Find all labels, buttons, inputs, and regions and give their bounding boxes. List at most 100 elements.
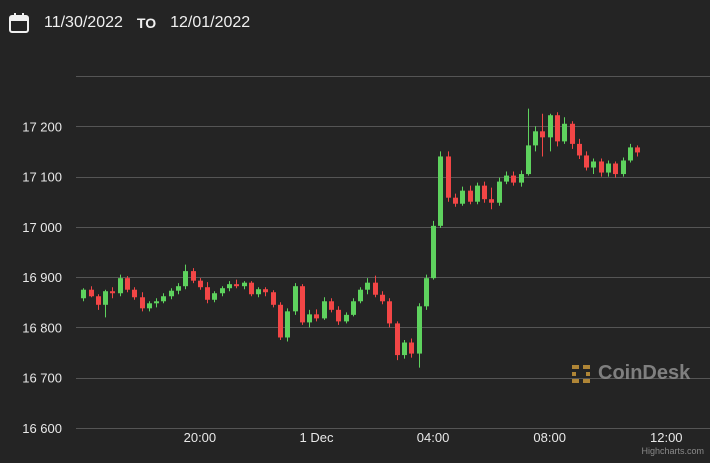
candle[interactable] bbox=[504, 171, 509, 185]
candle[interactable] bbox=[212, 291, 217, 303]
candle[interactable] bbox=[570, 121, 575, 149]
candle[interactable] bbox=[562, 117, 567, 144]
highcharts-credits[interactable]: Highcharts.com bbox=[641, 446, 704, 456]
candle[interactable] bbox=[307, 309, 312, 328]
candle[interactable] bbox=[132, 287, 137, 300]
candle[interactable] bbox=[234, 279, 239, 289]
candle[interactable] bbox=[380, 291, 385, 305]
candle[interactable] bbox=[89, 286, 94, 298]
candle[interactable] bbox=[468, 185, 473, 205]
candle[interactable] bbox=[147, 301, 152, 312]
from-date[interactable]: 11/30/2022 bbox=[44, 14, 123, 31]
candle[interactable] bbox=[540, 113, 545, 157]
candle[interactable] bbox=[533, 126, 538, 152]
candle[interactable] bbox=[278, 302, 283, 340]
candle[interactable] bbox=[591, 158, 596, 175]
candle[interactable] bbox=[183, 264, 188, 290]
candle[interactable] bbox=[606, 160, 611, 177]
candle-body bbox=[110, 291, 115, 294]
candle[interactable] bbox=[548, 113, 553, 152]
candle[interactable] bbox=[417, 303, 422, 368]
candle[interactable] bbox=[336, 306, 341, 325]
candle[interactable] bbox=[438, 151, 443, 228]
candle[interactable] bbox=[125, 276, 130, 293]
candle[interactable] bbox=[140, 292, 145, 312]
candle[interactable] bbox=[176, 283, 181, 295]
date-range[interactable]: 11/30/2022 TO 12/01/2022 bbox=[8, 8, 250, 38]
candle[interactable] bbox=[446, 151, 451, 202]
to-date[interactable]: 12/01/2022 bbox=[170, 14, 251, 31]
candle[interactable] bbox=[205, 282, 210, 304]
calendar-icon[interactable] bbox=[8, 12, 30, 34]
candle[interactable] bbox=[256, 287, 261, 298]
candle[interactable] bbox=[365, 278, 370, 295]
candle[interactable] bbox=[409, 338, 414, 358]
candle[interactable] bbox=[249, 281, 254, 297]
candle[interactable] bbox=[431, 220, 436, 280]
candle-body bbox=[154, 301, 159, 304]
candle-body bbox=[198, 280, 203, 288]
candle[interactable] bbox=[314, 309, 319, 322]
candle-body bbox=[125, 278, 130, 290]
candle[interactable] bbox=[453, 193, 458, 207]
candle[interactable] bbox=[191, 268, 196, 284]
candle[interactable] bbox=[482, 181, 487, 203]
candle-body bbox=[453, 197, 458, 204]
candle[interactable] bbox=[621, 157, 626, 177]
candle[interactable] bbox=[519, 170, 524, 187]
candle[interactable] bbox=[599, 158, 604, 177]
candle[interactable] bbox=[475, 182, 480, 205]
candle[interactable] bbox=[387, 298, 392, 328]
candle[interactable] bbox=[344, 312, 349, 324]
candle[interactable] bbox=[154, 298, 159, 308]
candle[interactable] bbox=[526, 108, 531, 176]
candle-body bbox=[96, 296, 101, 305]
candle-body bbox=[263, 289, 268, 293]
candle-body bbox=[293, 286, 298, 312]
candle[interactable] bbox=[577, 138, 582, 159]
candle[interactable] bbox=[402, 340, 407, 359]
candle[interactable] bbox=[300, 284, 305, 325]
candle[interactable] bbox=[161, 293, 166, 304]
candle-body bbox=[81, 289, 86, 299]
candle-body bbox=[344, 314, 349, 322]
candle[interactable] bbox=[555, 112, 560, 147]
candle[interactable] bbox=[489, 187, 494, 210]
candle[interactable] bbox=[169, 288, 174, 300]
candle[interactable] bbox=[285, 308, 290, 342]
candle[interactable] bbox=[628, 143, 633, 163]
candle-body bbox=[140, 297, 145, 309]
candle[interactable] bbox=[96, 294, 101, 310]
candle-body bbox=[132, 289, 137, 298]
candle[interactable] bbox=[635, 145, 640, 157]
candle[interactable] bbox=[511, 171, 516, 186]
candle[interactable] bbox=[227, 281, 232, 292]
candle[interactable] bbox=[584, 151, 589, 171]
candle-body bbox=[118, 278, 123, 294]
candle[interactable] bbox=[220, 286, 225, 297]
candle[interactable] bbox=[351, 298, 356, 317]
candle[interactable] bbox=[103, 289, 108, 318]
candle[interactable] bbox=[242, 281, 247, 290]
candle[interactable] bbox=[110, 287, 115, 299]
candle-body bbox=[387, 301, 392, 324]
candle[interactable] bbox=[81, 288, 86, 302]
candle-body bbox=[562, 123, 567, 142]
candle[interactable] bbox=[373, 275, 378, 298]
candle[interactable] bbox=[118, 274, 123, 297]
candle[interactable] bbox=[198, 278, 203, 290]
candle[interactable] bbox=[358, 287, 363, 304]
candle[interactable] bbox=[329, 298, 334, 313]
candle[interactable] bbox=[613, 161, 618, 178]
candle[interactable] bbox=[293, 283, 298, 315]
candle[interactable] bbox=[322, 297, 327, 320]
candle-body bbox=[336, 309, 341, 322]
candle[interactable] bbox=[263, 287, 268, 297]
candle[interactable] bbox=[460, 186, 465, 206]
candle[interactable] bbox=[395, 321, 400, 361]
candle[interactable] bbox=[497, 177, 502, 206]
candle[interactable] bbox=[424, 274, 429, 310]
candle[interactable] bbox=[271, 290, 276, 308]
x-tick-label: 20:00 bbox=[184, 430, 217, 445]
